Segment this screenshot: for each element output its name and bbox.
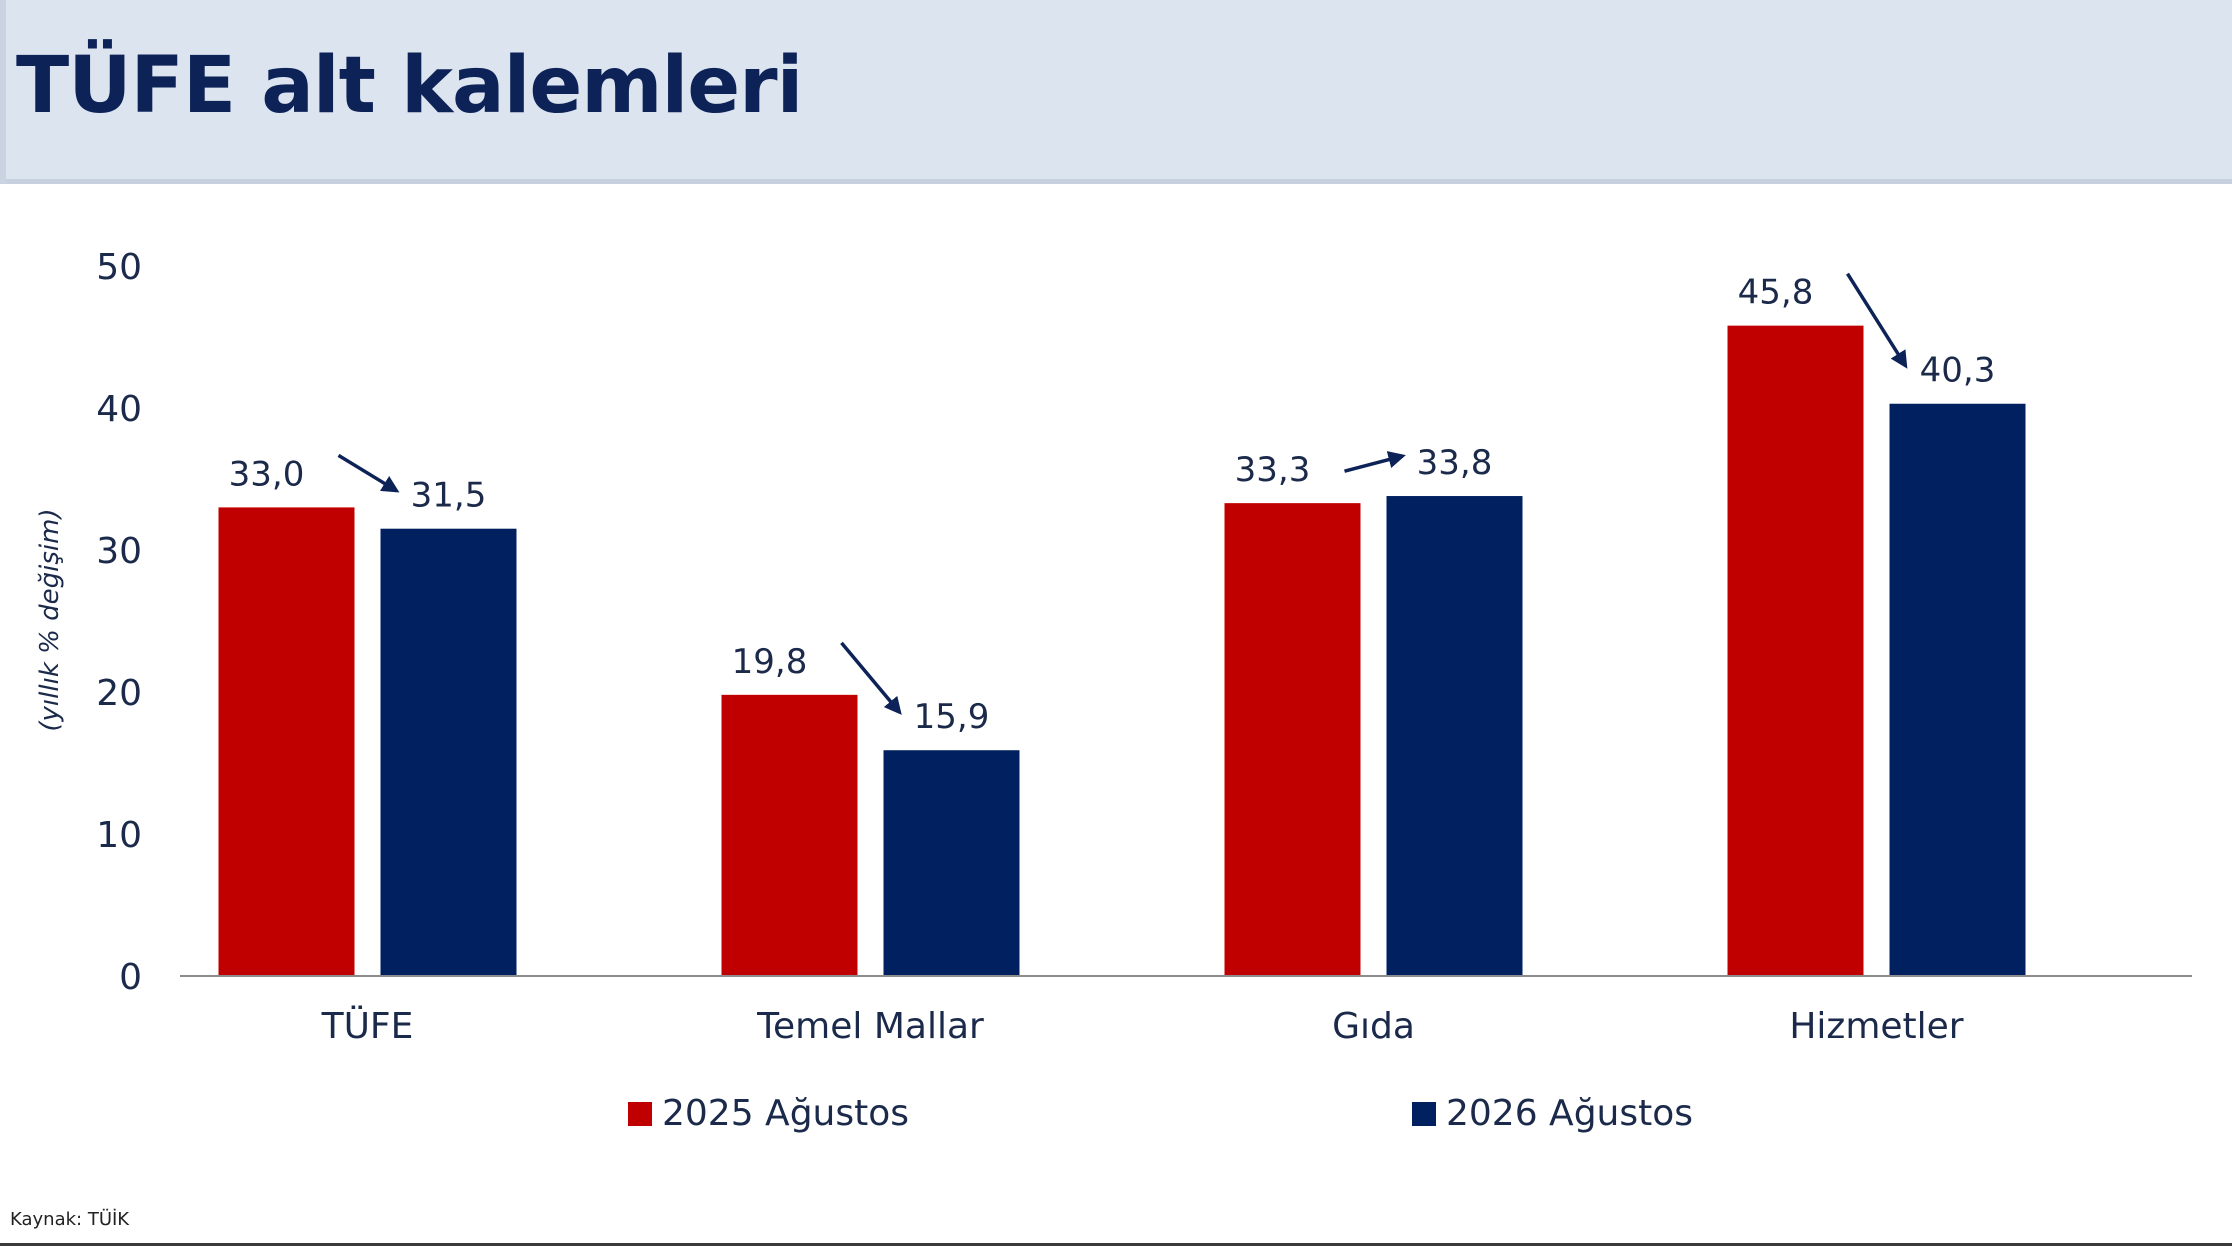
title-bar-edge [0, 0, 6, 184]
y-tick-label: 50 [96, 247, 142, 288]
bar-2025 [1727, 325, 1864, 976]
bottom-rule [0, 1243, 2232, 1246]
change-arrow [337, 453, 400, 493]
data-label: 45,8 [1738, 273, 1814, 313]
x-tick-label: TÜFE [321, 1005, 414, 1047]
bar-2025 [1224, 503, 1361, 976]
y-tick-label: 30 [96, 531, 142, 572]
data-label: 19,8 [732, 642, 808, 682]
data-label: 33,3 [1235, 450, 1311, 490]
data-label: 33,8 [1417, 443, 1493, 483]
data-label: 31,5 [411, 476, 487, 516]
data-label: 40,3 [1920, 351, 1996, 391]
page-title: TÜFE alt kalemleri [16, 41, 803, 131]
change-arrow [1344, 451, 1406, 473]
bar-2026 [883, 750, 1020, 976]
legend-label: 2025 Ağustos [662, 1093, 909, 1134]
x-tick-label: Temel Mallar [756, 1006, 984, 1047]
bar-2026 [1889, 403, 2026, 976]
bar-2025 [721, 694, 858, 976]
legend-swatch-2026 [1412, 1102, 1436, 1126]
y-tick-label: 40 [96, 389, 142, 430]
bar-2026 [380, 528, 517, 976]
y-tick-label: 0 [119, 957, 142, 998]
y-tick-label: 10 [96, 815, 142, 856]
data-label: 15,9 [914, 697, 990, 737]
source-note: Kaynak: TÜİK [10, 1209, 130, 1230]
legend-label: 2026 Ağustos [1446, 1093, 1693, 1134]
y-axis-title: (yıllık % değişim) [35, 508, 65, 731]
title-bar: TÜFE alt kalemleri [0, 0, 2232, 184]
y-tick-label: 20 [96, 673, 142, 714]
data-label: 33,0 [229, 454, 305, 494]
bar-2025 [218, 507, 355, 976]
legend-swatch-2025 [628, 1102, 652, 1126]
x-tick-label: Hizmetler [1789, 1006, 1963, 1047]
x-tick-label: Gıda [1332, 1006, 1415, 1047]
bar-2026 [1386, 496, 1523, 976]
change-arrow [1846, 272, 1908, 369]
change-arrow [840, 641, 902, 715]
